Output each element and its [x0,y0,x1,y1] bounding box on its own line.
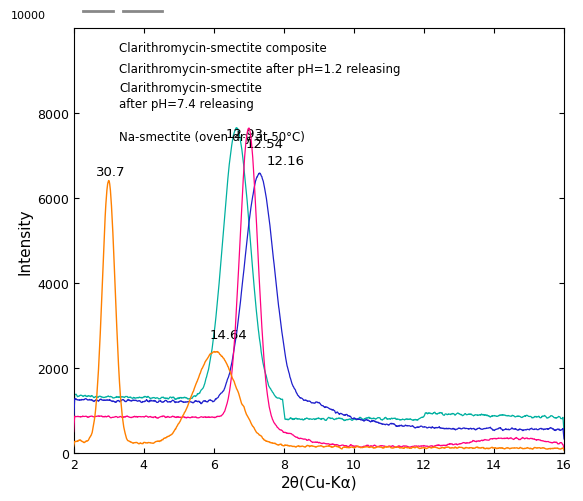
Text: 14.64: 14.64 [209,329,247,342]
Text: 30.7: 30.7 [96,165,126,178]
Text: Clarithromycin-smectite: Clarithromycin-smectite [119,82,262,95]
Text: 12.93: 12.93 [226,127,264,140]
X-axis label: 2θ(Cu-Kα): 2θ(Cu-Kα) [280,475,357,490]
Text: 10000: 10000 [11,11,46,21]
Text: after pH=7.4 releasing: after pH=7.4 releasing [119,98,254,111]
Y-axis label: Intensity: Intensity [17,208,33,275]
Text: Clarithromycin-smectite composite: Clarithromycin-smectite composite [119,42,327,55]
Text: 12.16: 12.16 [266,155,304,168]
Text: Clarithromycin-smectite after pH=1.2 releasing: Clarithromycin-smectite after pH=1.2 rel… [119,63,401,75]
Text: 12.54: 12.54 [246,138,284,151]
Text: Na-smectite (oven-dry at 50°C): Na-smectite (oven-dry at 50°C) [119,131,305,144]
